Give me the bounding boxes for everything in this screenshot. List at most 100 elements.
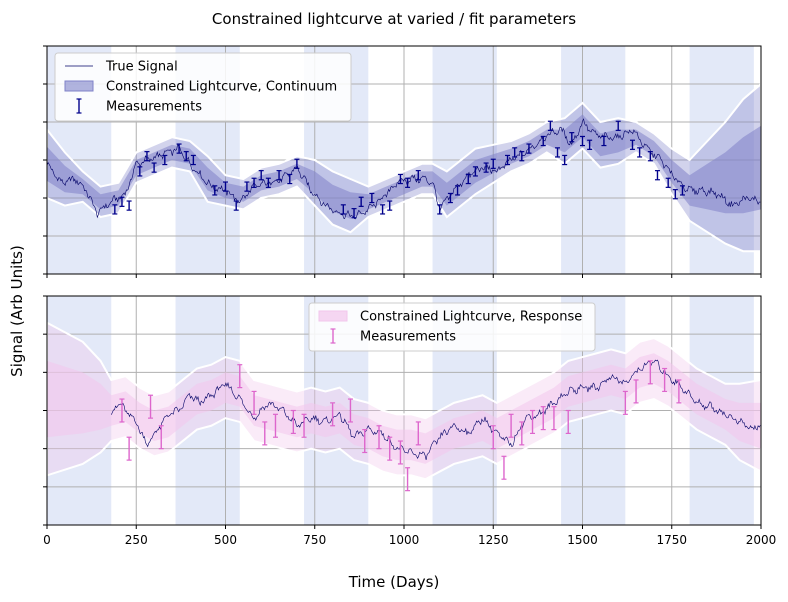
measurement-point [119,398,125,423]
measurement-point [233,200,239,211]
measurement-point [237,364,243,389]
measurement-point [601,135,607,147]
measurement-point [555,147,561,158]
x-tick-label: 1000 [389,533,420,547]
measurement-point [162,154,168,166]
plot-area [47,321,761,492]
measurement-point [551,406,557,431]
measurement-point [587,139,593,150]
response-band-outer [47,321,761,481]
measurement-point [244,181,250,192]
measurement-point [447,192,453,204]
legend-swatch-band [64,80,94,92]
measurement-point [387,436,393,461]
response-band-inner [47,353,761,464]
measurement-point [437,204,443,215]
measurement-point [565,409,571,434]
legend: Constrained Lightcurve, Response Measurem… [308,302,596,352]
measurement-point [376,425,382,450]
y-axis-label: Signal (Arb Units) [8,245,26,377]
x-tick-label: 1250 [478,533,509,547]
measurement-point [262,421,268,446]
measurement-point [530,409,536,434]
measurement-point [615,120,621,131]
legend-label: Measurements [360,330,456,345]
measurement-point [212,185,218,196]
chart-title: Constrained lightcurve at varied / fit p… [212,10,576,28]
measurement-point [637,147,643,158]
x-tick-label: 1500 [567,533,598,547]
measurement-point [662,367,668,393]
measurement-point [369,192,375,204]
measurement-point [405,467,411,492]
x-tick-label: 1750 [656,533,687,547]
measurement-point [647,360,653,385]
x-tick-label: 500 [214,533,237,547]
measurement-point [351,208,357,219]
measurement-point [415,170,421,181]
measurement-point [380,204,386,215]
x-tick-label: 2000 [746,533,777,547]
legend-label: True Signal [105,60,178,75]
measurement-point [176,143,182,154]
measurement-point [569,132,575,143]
measurement-point [490,158,496,169]
x-tick-label: 0 [43,533,51,547]
measurement-point [258,170,264,181]
measurement-point [137,166,143,177]
measurement-point [276,170,282,181]
measurement-point [126,436,132,461]
measurement-point [183,151,189,162]
measurement-point [251,177,257,188]
measurement-point [294,158,300,169]
legend: True Signal Constrained Lightcurve, Conti… [54,52,352,122]
measurement-point [190,154,196,166]
measurement-point [540,135,546,147]
measurement-point [387,200,393,211]
legend-swatch-band [318,310,348,322]
measurement-point [647,151,653,162]
x-axis-label: Time (Days) [348,573,440,591]
plot-area [47,82,761,253]
x-tick-label: 750 [303,533,326,547]
measurement-point [290,409,296,434]
measurement-point [415,421,421,446]
measurement-point [505,154,511,166]
measurement-point [287,173,293,185]
measurement-point [251,390,257,415]
measurement-point [301,413,307,438]
measurement-point [358,196,364,207]
legend-box [308,302,596,352]
measurement-point [151,162,157,173]
measurement-point [465,173,471,185]
measurement-point [126,200,132,211]
measurement-point [679,185,685,196]
measurement-point [119,196,125,207]
measurement-point [265,177,271,188]
measurement-point [676,379,682,404]
legend-label: Measurements [106,100,202,115]
measurement-point [490,425,496,450]
measurement-point [347,398,353,423]
measurement-point [112,204,118,215]
measurement-point [501,455,507,480]
measurement-point [397,440,403,465]
measurement-point [455,185,461,196]
measurement-point [580,135,585,147]
measurement-point [633,379,639,404]
measurement-point [362,428,368,454]
legend-label: Constrained Lightcurve, Continuum [106,80,337,95]
measurement-point [512,147,518,158]
legend-label: Constrained Lightcurve, Response [360,310,582,325]
panel-response: 0 250 500 750 1000 1250 1500 1750 2000 Constraine… [43,295,777,547]
true-signal-line [47,118,761,220]
x-tick-label: 250 [125,533,148,547]
measurement-point [547,120,553,131]
measurement-point [519,421,525,446]
measurement-point [405,177,411,188]
measurement-point [508,413,514,438]
measurement-point [223,181,228,192]
measurement-point [654,170,660,181]
continuum-band-inner [47,114,761,219]
